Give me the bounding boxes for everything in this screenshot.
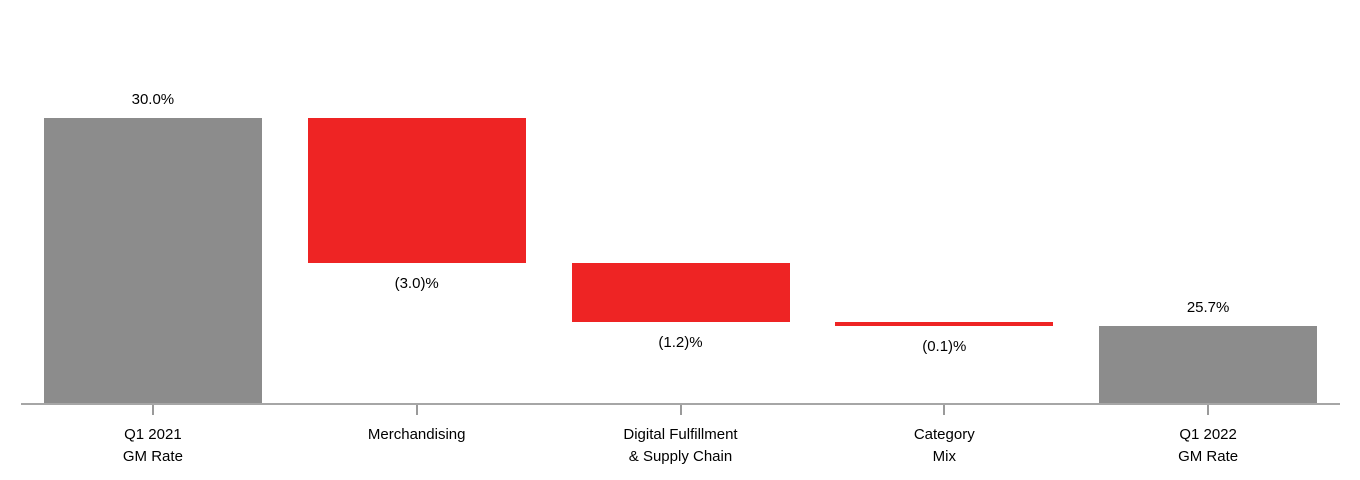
value-label-merchandising: (3.0)% [394, 275, 439, 293]
category-label-merchandising: Merchandising [285, 424, 549, 446]
value-label-q1-2022-gm-rate: 25.7% [1186, 299, 1230, 317]
category-label-category-mix: Category Mix [812, 424, 1076, 468]
bar-q1-2021-gm-rate [43, 118, 262, 404]
bar-merchandising [307, 118, 526, 264]
category-label-line: Digital Fulfillment [623, 426, 738, 443]
category-label-line: Q1 2022 [1179, 426, 1237, 443]
category-label-line: Category [913, 426, 975, 443]
bar-digital-fulfillment-supply-chain [571, 263, 790, 322]
category-label-line: Mix [932, 448, 956, 465]
value-label-digital-fulfillment-supply-chain: (1.2)% [658, 333, 703, 351]
axis-tick [151, 405, 154, 415]
category-label-line: GM Rate [1178, 448, 1239, 465]
axis-tick [943, 405, 946, 415]
category-label-q1-2021-gm-rate: Q1 2021 GM Rate [21, 424, 285, 468]
category-label-line: GM Rate [122, 448, 183, 465]
bar-category-mix [835, 321, 1054, 327]
axis-tick [1207, 405, 1210, 415]
bar-q1-2022-gm-rate [1099, 326, 1318, 404]
category-label-q1-2022-gm-rate: Q1 2022 GM Rate [1076, 424, 1340, 468]
axis-tick [679, 405, 682, 415]
value-label-category-mix: (0.1)% [922, 338, 967, 356]
axis-tick [415, 405, 418, 415]
category-label-digital-fulfillment-supply-chain: Digital Fulfillment & Supply Chain [549, 424, 813, 468]
x-axis-line [21, 403, 1340, 405]
category-label-line: Merchandising [367, 426, 466, 443]
category-label-line: Q1 2021 [124, 426, 182, 443]
category-label-line: & Supply Chain [628, 448, 733, 465]
value-label-q1-2021-gm-rate: 30.0% [131, 91, 175, 108]
